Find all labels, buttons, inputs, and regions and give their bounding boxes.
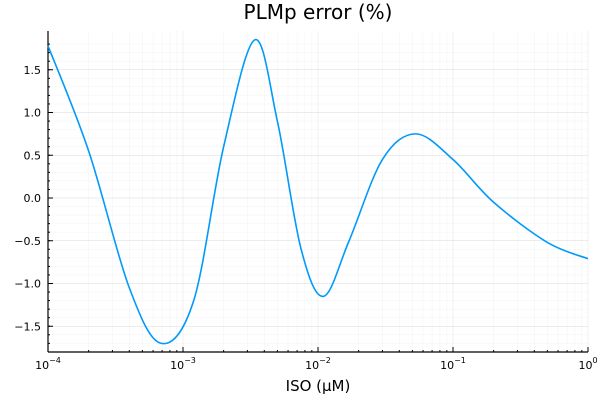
y-tick-label: −1.0 — [14, 278, 41, 291]
y-tick-label: 1.0 — [24, 107, 42, 120]
x-tick-label: 100 — [578, 356, 597, 372]
y-tick-label: −1.5 — [14, 320, 41, 333]
y-tick-label: 0.5 — [24, 149, 42, 162]
y-tick-labels: 1.5 1.0 0.5 0.0 −0.5 −1.0 −1.5 — [14, 64, 41, 334]
x-axis-label: ISO (μM) — [286, 377, 351, 395]
x-tick-label: 10−2 — [305, 356, 331, 372]
chart-title: PLMp error (%) — [244, 0, 393, 24]
y-tick-label: 1.5 — [24, 64, 42, 77]
y-tick-label: −0.5 — [14, 235, 41, 248]
y-tick-label: 0.0 — [24, 192, 42, 205]
x-tick-label: 10−4 — [35, 356, 61, 372]
data-line — [47, 39, 589, 345]
x-tick-label: 10−1 — [440, 356, 466, 372]
grid-lines — [47, 31, 589, 352]
x-tick-label: 10−3 — [170, 356, 196, 372]
x-tick-labels: 10−4 10−3 10−2 10−1 100 — [35, 356, 597, 372]
axes — [47, 31, 589, 353]
